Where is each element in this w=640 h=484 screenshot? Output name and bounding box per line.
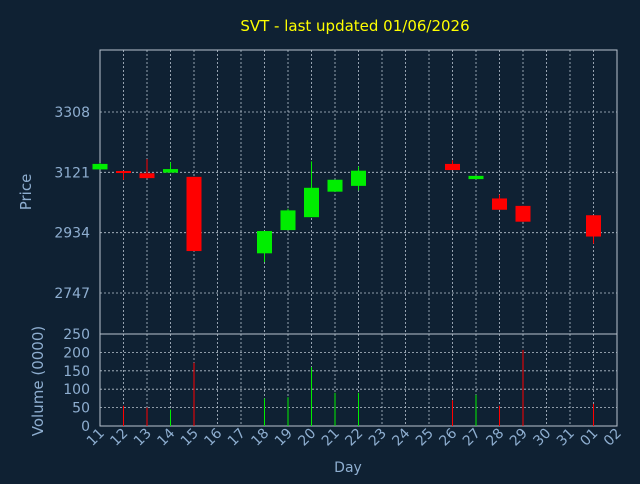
day-tick-label: 26	[436, 425, 460, 449]
day-tick-label: 16	[201, 425, 225, 449]
day-tick-label: 27	[460, 426, 484, 450]
day-tick-label: 22	[342, 426, 366, 450]
candle-body	[139, 173, 155, 179]
volume-tick-label: 150	[63, 364, 90, 380]
candle-body	[116, 171, 131, 174]
candle-body	[257, 231, 272, 254]
day-tick-label: 17	[225, 426, 249, 450]
candle-body	[92, 163, 108, 170]
candle-body	[163, 169, 178, 173]
candle-body	[304, 187, 319, 218]
volume-tick-label: 100	[63, 382, 90, 398]
day-tick-label: 01	[577, 426, 601, 450]
volume-tick-label: 200	[63, 345, 90, 361]
candle-body	[468, 175, 484, 180]
day-tick-label: 21	[319, 426, 343, 450]
price-tick-label: 3121	[54, 165, 90, 181]
day-tick-label: 15	[178, 426, 202, 450]
day-tick-label: 31	[554, 426, 578, 450]
day-tick-label: 29	[507, 426, 531, 450]
day-tick-label: 14	[154, 425, 178, 449]
volume-tick-label: 50	[72, 401, 90, 417]
day-tick-label: 23	[366, 426, 390, 450]
day-axis-label: Day	[334, 460, 362, 476]
volume-axis-label: Volume (0000)	[29, 326, 47, 436]
candle-body	[445, 163, 460, 171]
candle-body	[492, 198, 507, 210]
candle-body	[280, 210, 296, 231]
candle-body	[515, 205, 531, 222]
day-tick-label: 25	[413, 426, 437, 450]
day-tick-label: 30	[530, 426, 554, 450]
day-tick-label: 28	[483, 426, 507, 450]
day-tick-label: 13	[131, 426, 155, 450]
candle-body	[586, 215, 601, 237]
day-tick-label: 18	[248, 426, 272, 450]
chart-title: SVT - last updated 01/06/2026	[240, 17, 469, 35]
price-tick-label: 3308	[54, 105, 90, 121]
volume-tick-label: 0	[81, 419, 90, 435]
price-axis-label: Price	[17, 174, 35, 211]
price-tick-label: 2747	[54, 286, 90, 302]
day-tick-label: 20	[295, 426, 319, 450]
candle-body	[351, 170, 366, 186]
candle-body	[327, 179, 343, 192]
day-tick-label: 24	[389, 425, 413, 449]
day-tick-label: 02	[601, 426, 625, 450]
price-panel: 2747 2934 3121 3308	[54, 49, 618, 335]
volume-tick-label: 250	[63, 327, 90, 343]
day-tick-label: 12	[107, 426, 131, 450]
candle-body	[186, 176, 202, 252]
day-tick-label: 19	[272, 426, 296, 450]
price-tick-label: 2934	[54, 226, 90, 242]
